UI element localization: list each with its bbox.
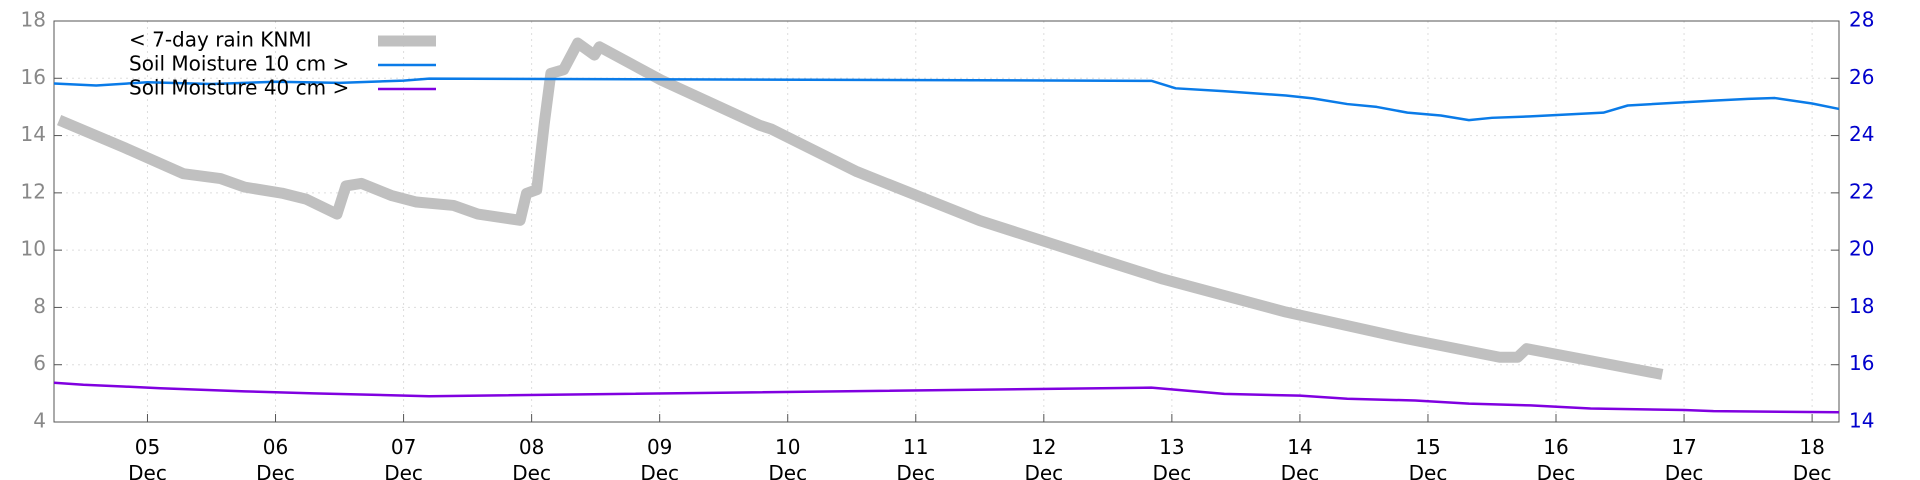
- x-tick-label-part: 07: [391, 435, 416, 459]
- x-tick-label-part: 18: [1799, 435, 1824, 459]
- x-tick-label-part: Dec: [384, 461, 423, 480]
- x-tick-label-part: Dec: [1665, 461, 1704, 480]
- x-tick-label: 08 Dec: [512, 435, 551, 480]
- x-tick-label: 13 Dec: [1153, 435, 1192, 480]
- x-tick-label-part: Dec: [256, 461, 295, 480]
- x-tick-label: 07 Dec: [384, 435, 423, 480]
- x-tick-label-part: 17: [1671, 435, 1696, 459]
- y2-tick-label: 24: [1849, 122, 1874, 146]
- x-tick-label-part: Dec: [1537, 461, 1576, 480]
- x-tick-label: 12 Dec: [1024, 435, 1063, 480]
- y2-tick-label: 22: [1849, 179, 1874, 203]
- x-tick-label-part: 16: [1543, 435, 1568, 459]
- x-tick-label: 10 Dec: [768, 435, 807, 480]
- series-line: [53, 381, 1840, 414]
- x-tick-label: 18 Dec: [1793, 435, 1832, 480]
- x-tick-label: 15 Dec: [1409, 435, 1448, 480]
- x-tick-label-part: Dec: [1153, 461, 1192, 480]
- x-tick-label-part: Dec: [1409, 461, 1448, 480]
- y2-tick-label: 16: [1849, 351, 1874, 375]
- x-tick-label-part: 09: [647, 435, 672, 459]
- x-tick-label: 16 Dec: [1537, 435, 1576, 480]
- x-tick-label: 09 Dec: [640, 435, 679, 480]
- legend-label: < 7-day rain KNMI: [129, 28, 312, 52]
- y2-tick-label: 20: [1849, 237, 1874, 261]
- x-tick-label-part: 06: [263, 435, 288, 459]
- series-line: [53, 77, 1840, 122]
- x-tick-label: 14 Dec: [1281, 435, 1320, 480]
- x-tick-label-part: 13: [1159, 435, 1184, 459]
- y-tick-label: 8: [33, 294, 46, 318]
- y-tick-label: 4: [33, 409, 46, 433]
- x-tick-label-part: Dec: [640, 461, 679, 480]
- y-tick-label: 10: [21, 237, 46, 261]
- x-tick-label-part: Dec: [1024, 461, 1063, 480]
- x-tick-label-part: 10: [775, 435, 800, 459]
- x-tick-label-part: 12: [1031, 435, 1056, 459]
- x-tick-label-part: Dec: [896, 461, 935, 480]
- y2-tick-label: 26: [1849, 65, 1874, 89]
- plot-frame: [53, 20, 1840, 423]
- y-tick-label: 16: [21, 65, 46, 89]
- x-tick-label: 06 Dec: [256, 435, 295, 480]
- x-tick-label-part: 05: [135, 435, 160, 459]
- series-line: [56, 37, 1664, 380]
- x-tick-label-part: 11: [903, 435, 928, 459]
- x-tick-label-part: Dec: [1281, 461, 1320, 480]
- x-tick-label-part: 14: [1287, 435, 1312, 459]
- x-tick-label-part: 08: [519, 435, 544, 459]
- y2-tick-label: 28: [1849, 8, 1874, 32]
- x-tick-label-part: Dec: [1793, 461, 1832, 480]
- y-tick-label: 12: [21, 179, 46, 203]
- x-tick-label: 05 Dec: [128, 435, 167, 480]
- y2-tick-label: 18: [1849, 294, 1874, 318]
- x-tick-label-part: Dec: [512, 461, 551, 480]
- legend-label: Soil Moisture 10 cm >: [129, 52, 349, 76]
- y2-tick-label: 14: [1849, 409, 1874, 433]
- y-tick-label: 18: [21, 8, 46, 32]
- x-tick-label-part: Dec: [768, 461, 807, 480]
- y-tick-label: 14: [21, 122, 46, 146]
- y-tick-label: 6: [33, 351, 46, 375]
- x-tick-label-part: Dec: [128, 461, 167, 480]
- x-tick-label: 11 Dec: [896, 435, 935, 480]
- x-tick-label: 17 Dec: [1665, 435, 1704, 480]
- x-tick-label-part: 15: [1415, 435, 1440, 459]
- legend-label: Soil Moisture 40 cm >: [129, 76, 349, 100]
